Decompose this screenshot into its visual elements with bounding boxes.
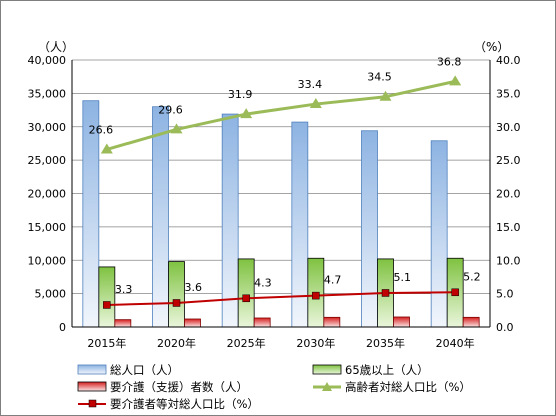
- right-tick-label: 40.0: [496, 54, 521, 67]
- left-tick-label: 30,000: [28, 121, 67, 134]
- marker-elderly-ratio: [449, 75, 462, 86]
- x-tick-label: 2030年: [296, 336, 335, 350]
- x-tick-label: 2040年: [436, 336, 475, 350]
- right-tick-label: 0.0: [496, 321, 514, 334]
- marker-elderly-ratio: [170, 123, 183, 134]
- data-label-care-ratio: 4.3: [254, 276, 272, 289]
- marker-care-ratio: [381, 289, 390, 297]
- bar-total-population: [430, 140, 448, 328]
- right-tick-label: 15.0: [496, 221, 521, 234]
- data-label-care-ratio: 5.1: [394, 271, 412, 284]
- data-label-elderly-ratio: 34.5: [367, 71, 392, 84]
- left-tick-label: 10,000: [28, 254, 67, 267]
- right-tick-label: 35.0: [496, 87, 521, 100]
- data-label-care-ratio: 3.6: [185, 281, 203, 294]
- bar-total-population: [361, 130, 378, 328]
- marker-elderly-ratio: [309, 98, 322, 109]
- right-axis-unit: （%）: [474, 40, 509, 54]
- bar-aged-65-plus: [98, 266, 116, 328]
- right-axis-ticks: 0.0 5.0 10.0 15.0 20.0 25.0 30.0 35.0 40.0: [496, 54, 521, 334]
- marker-care-ratio: [312, 291, 320, 300]
- x-tick-label: 2035年: [366, 336, 405, 350]
- marker-elderly-ratio: [100, 143, 113, 154]
- left-tick-label: 25,000: [28, 154, 67, 167]
- right-tick-label: 5.0: [496, 288, 514, 301]
- x-tick-label: 2025年: [227, 336, 266, 350]
- x-tick-label: 2020年: [157, 336, 196, 350]
- data-label-elderly-ratio: 29.6: [158, 103, 183, 116]
- bar-care-needed: [393, 316, 410, 328]
- legend-swatch-care-needed: [77, 381, 107, 392]
- marker-elderly-ratio: [240, 108, 253, 119]
- left-tick-label: 40,000: [28, 54, 67, 67]
- x-tick-label: 2015年: [87, 336, 126, 350]
- left-tick-label: 0: [59, 321, 66, 334]
- data-label-elderly-ratio: 26.6: [89, 123, 114, 136]
- bar-care-needed: [253, 317, 271, 328]
- legend-marker-care-ratio: [88, 399, 97, 408]
- gridlines: [72, 59, 490, 295]
- marker-elderly-ratio: [379, 90, 392, 101]
- line-care-ratio: [106, 291, 456, 306]
- left-tick-label: 20,000: [28, 188, 67, 201]
- legend-marker-elderly-ratio: [322, 382, 332, 391]
- bar-care-needed: [323, 316, 341, 328]
- left-axis-ticks: 0 5,000 10,000 15,000 20,000 25,000 30,000 35,0…: [28, 54, 67, 334]
- data-label-elderly-ratio: 31.9: [228, 88, 253, 101]
- right-tick-label: 30.0: [496, 121, 521, 134]
- data-labels: 26.6 29.6 31.9 33.4 34.5 36.8 3.3 3.6 4.3 4.7 5.1 5…: [89, 55, 481, 296]
- left-tick-label: 35,000: [28, 87, 67, 100]
- legend-label-care-needed: 要介護（支援）者数（人）: [110, 380, 248, 394]
- marker-care-ratio: [172, 299, 181, 307]
- bar-care-needed: [114, 319, 132, 328]
- legend: 総人口（人） 65歳以上（人） 要介護（支援）者数（人） 高齢者対総人口比（%）…: [77, 363, 471, 411]
- data-label-care-ratio: 3.3: [115, 283, 133, 296]
- legend-swatch-total-population: [77, 364, 107, 375]
- bar-total-population: [152, 106, 169, 328]
- line-elderly-ratio: [106, 79, 456, 151]
- left-tick-label: 5,000: [35, 288, 67, 301]
- marker-care-ratio: [242, 294, 250, 303]
- legend-label-total-population: 総人口（人）: [110, 363, 179, 377]
- marker-care-ratio: [451, 288, 459, 297]
- x-axis-ticks: 2015年 2020年 2025年 2030年 2035年 2040年: [87, 336, 474, 350]
- right-tick-label: 20.0: [496, 188, 521, 201]
- data-label-care-ratio: 5.2: [463, 270, 481, 283]
- right-tick-label: 25.0: [496, 154, 521, 167]
- line-series: [100, 75, 462, 309]
- legend-label-care-ratio: 要介護者等対総人口比（%）: [110, 397, 259, 411]
- data-label-elderly-ratio: 33.4: [298, 78, 323, 91]
- left-tick-label: 15,000: [28, 221, 67, 234]
- legend-swatch-aged-65-plus: [312, 364, 342, 375]
- legend-label-aged-65-plus: 65歳以上（人）: [345, 363, 429, 377]
- left-axis-unit: （人）: [38, 40, 74, 54]
- right-tick-label: 10.0: [496, 254, 521, 267]
- bar-aged-65-plus: [168, 261, 185, 328]
- marker-care-ratio: [103, 301, 111, 309]
- bar-aged-65-plus: [237, 258, 255, 328]
- bar-care-needed: [184, 318, 201, 328]
- data-label-elderly-ratio: 36.8: [437, 55, 462, 68]
- bar-care-needed: [462, 316, 480, 328]
- data-label-care-ratio: 4.7: [324, 274, 342, 287]
- legend-label-elderly-ratio: 高齢者対総人口比（%）: [345, 380, 471, 394]
- bar-total-population: [221, 113, 239, 328]
- bar-series: [82, 100, 480, 328]
